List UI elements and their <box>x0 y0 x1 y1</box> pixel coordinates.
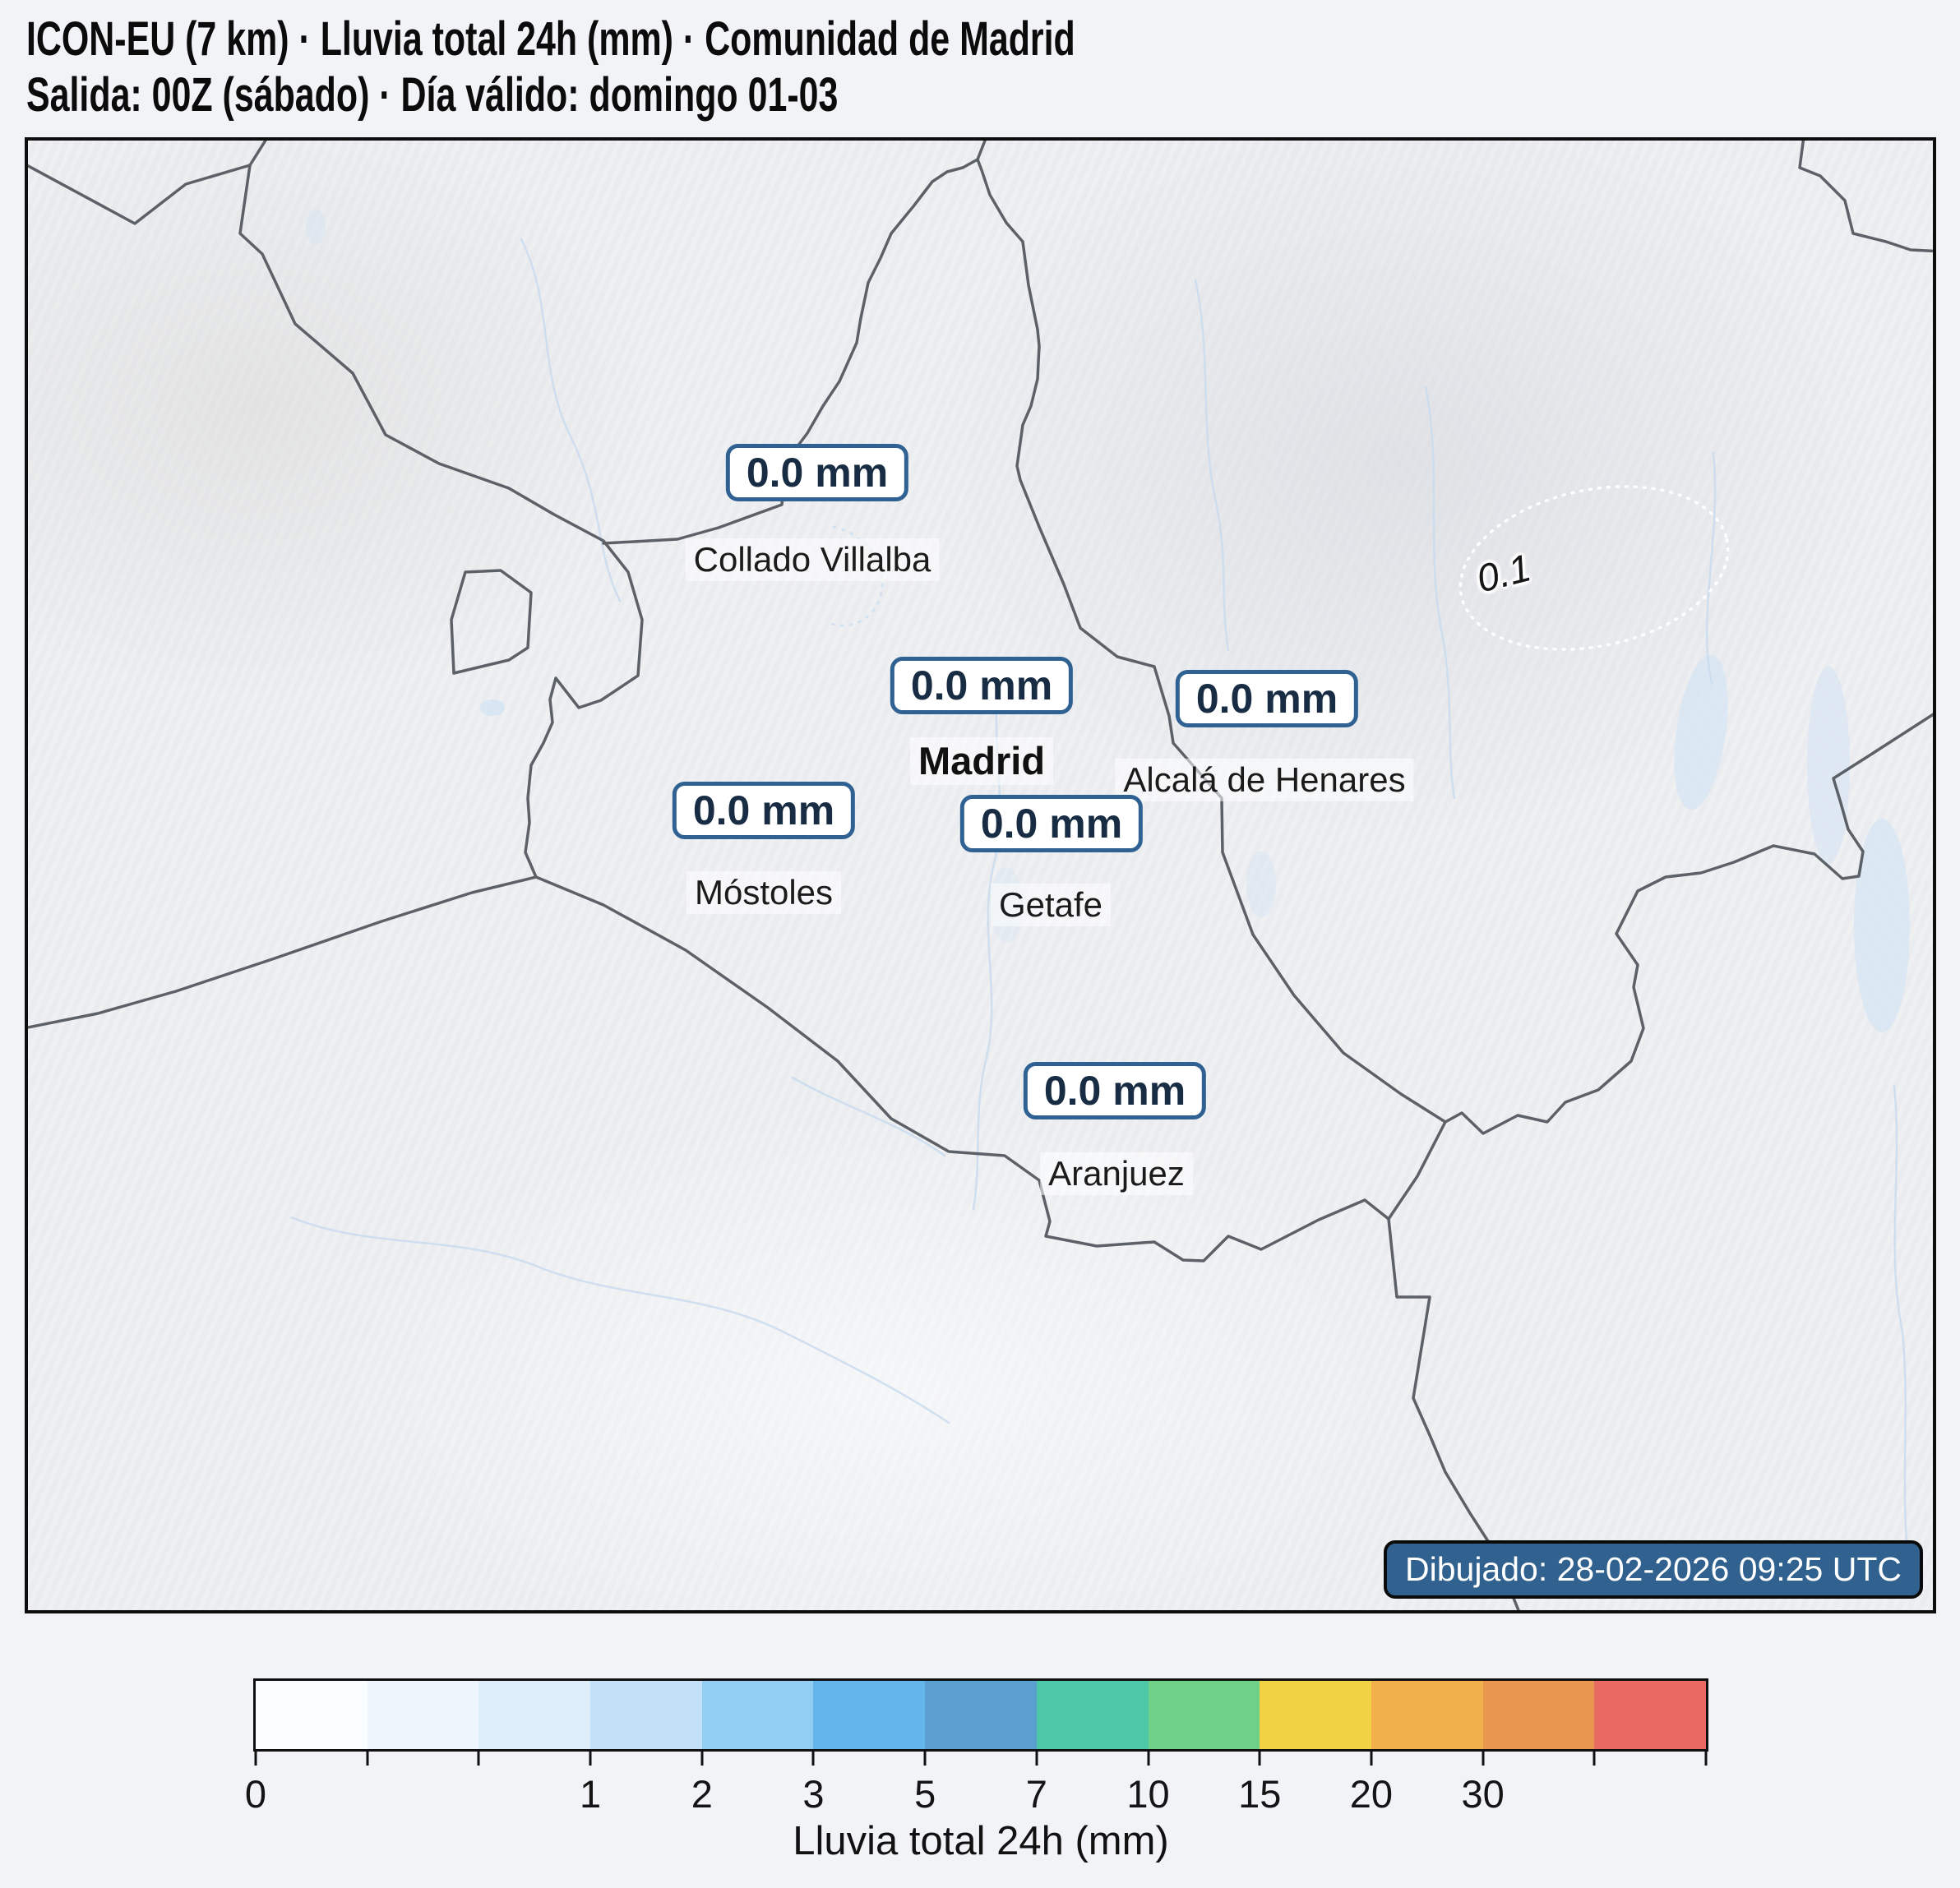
colorbar-tick-labels: 0 1 2 3 5 7 10 15 20 30 <box>245 1771 1706 1821</box>
colorbar-segment <box>925 1681 1037 1749</box>
colorbar-tick <box>366 1752 369 1766</box>
colorbar-tick-label: 2 <box>691 1772 713 1816</box>
colorbar-segment <box>1594 1681 1706 1749</box>
colorbar-tick <box>1258 1752 1261 1766</box>
colorbar-tick <box>1482 1752 1485 1766</box>
colorbar-segment <box>478 1681 591 1749</box>
colorbar-tick-label: 15 <box>1238 1772 1282 1816</box>
colorbar-segment <box>1260 1681 1371 1749</box>
colorbar-segment <box>1148 1681 1260 1749</box>
city-label-alcala: Alcalá de Henares <box>1115 758 1414 802</box>
colorbar-tick-label: 3 <box>802 1772 825 1816</box>
colorbar-segment <box>1036 1681 1149 1749</box>
city-label-mostoles: Móstoles <box>686 870 842 915</box>
colorbar-tick <box>923 1752 927 1766</box>
colorbar-segment <box>1371 1681 1483 1749</box>
colorbar-tick <box>589 1752 592 1766</box>
colorbar-segment <box>701 1681 814 1749</box>
city-label-aranjuez: Aranjuez <box>1040 1152 1193 1196</box>
colorbar-tick-label: 30 <box>1461 1772 1505 1816</box>
rain-value-box-madrid: 0.0 mm <box>890 657 1074 714</box>
figure-title-block: ICON-EU (7 km) · Lluvia total 24h (mm) ·… <box>26 12 1075 123</box>
colorbar <box>253 1678 1708 1752</box>
colorbar-tick <box>477 1752 480 1766</box>
colorbar-tick <box>1592 1752 1596 1766</box>
rain-value-box-getafe: 0.0 mm <box>959 795 1144 852</box>
colorbar-segment <box>367 1681 479 1749</box>
colorbar-tick <box>700 1752 704 1766</box>
colorbar-segment <box>1482 1681 1595 1749</box>
colorbar-tick-label: 20 <box>1349 1772 1394 1816</box>
colorbar-segment <box>256 1681 368 1749</box>
precip-contour-dotted <box>828 485 1730 651</box>
geography-layer <box>28 141 1933 1610</box>
colorbar-tick-label: 1 <box>579 1772 602 1816</box>
colorbar-tick <box>811 1752 815 1766</box>
rain-value-box-alcala: 0.0 mm <box>1175 670 1359 727</box>
colorbar-title: Lluvia total 24h (mm) <box>793 1819 1169 1863</box>
figure-title: ICON-EU (7 km) · Lluvia total 24h (mm) ·… <box>26 12 1075 66</box>
figure-subtitle: Salida: 00Z (sábado) · Día válido: domin… <box>26 67 839 122</box>
colorbar-tick-label: 7 <box>1025 1772 1047 1816</box>
weather-map: 0.0 mm 0.0 mm 0.0 mm 0.0 mm 0.0 mm 0.0 m… <box>25 137 1936 1613</box>
rain-value-box-collado-villalba: 0.0 mm <box>725 444 909 501</box>
province-boundaries <box>28 141 1933 1610</box>
city-label-madrid: Madrid <box>909 736 1054 786</box>
rain-value-box-mostoles: 0.0 mm <box>672 782 856 839</box>
city-label-collado-villalba: Collado Villalba <box>685 538 940 582</box>
colorbar-tick-label: 5 <box>914 1772 936 1816</box>
colorbar-tick <box>254 1752 257 1766</box>
rain-value-box-aranjuez: 0.0 mm <box>1023 1062 1207 1119</box>
colorbar-ticks <box>254 1752 1708 1766</box>
colorbar-tick <box>1035 1752 1038 1766</box>
colorbar-tick-label: 0 <box>244 1772 267 1816</box>
city-label-getafe: Getafe <box>990 883 1112 927</box>
colorbar-segment <box>590 1681 702 1749</box>
timestamp-badge: Dibujado: 28-02-2026 09:25 UTC <box>1384 1539 1923 1599</box>
colorbar-tick <box>1370 1752 1373 1766</box>
colorbar-tick <box>1704 1752 1708 1766</box>
colorbar-segment <box>813 1681 926 1749</box>
colorbar-tick <box>1147 1752 1150 1766</box>
colorbar-tick-label: 10 <box>1126 1772 1170 1816</box>
